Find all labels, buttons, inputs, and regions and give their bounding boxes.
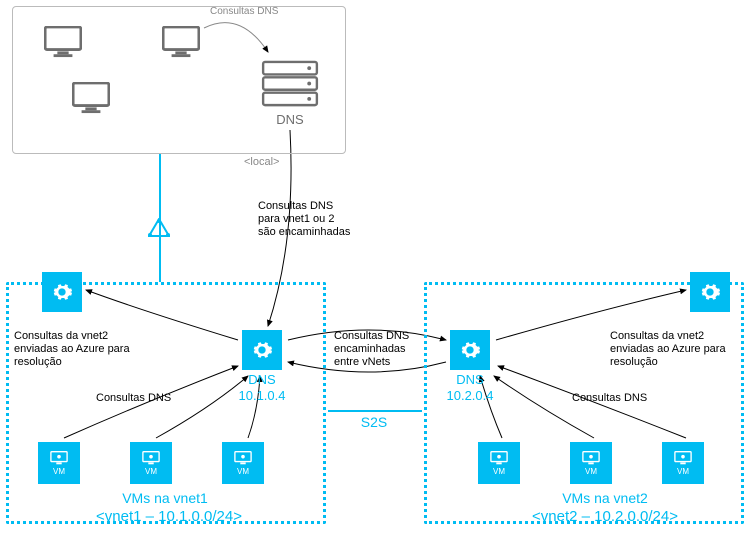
resolve-l3: resolução xyxy=(610,356,730,369)
dns2-label: DNS xyxy=(448,372,492,388)
resolve-l1: Consultas da vnet2 xyxy=(610,330,730,343)
resolve-l2: enviadas ao Azure para xyxy=(610,343,730,356)
vnet1-query-text: Consultas DNS xyxy=(96,392,171,405)
vnet1-vms-label: VMs na vnet1 xyxy=(100,490,230,506)
vm-label: VM xyxy=(677,467,689,476)
vm-label: VM xyxy=(237,467,249,476)
between-l2: encaminhadas xyxy=(334,343,424,356)
monitor-icon xyxy=(44,26,82,58)
forward-line1: Consultas DNS xyxy=(258,200,368,213)
dns2-ip: 10.2.0.4 xyxy=(440,388,500,404)
dns1-ip: 10.1.0.4 xyxy=(232,388,292,404)
between-text: Consultas DNS encaminhadas entre vNets xyxy=(334,330,424,370)
forward-text: Consultas DNS para vnet1 ou 2 são encami… xyxy=(258,200,368,240)
monitor-icon xyxy=(162,26,200,58)
vm-label: VM xyxy=(53,467,65,476)
resolve-l3: resolução xyxy=(14,356,134,369)
forward-line2: para vnet1 ou 2 xyxy=(258,213,368,226)
gear-icon xyxy=(42,272,82,312)
s2s-label: S2S xyxy=(354,414,394,431)
vm-icon: VM xyxy=(222,442,264,484)
vpn-triangle-icon xyxy=(148,218,170,243)
vm-label: VM xyxy=(145,467,157,476)
local-label: <local> xyxy=(244,156,279,169)
resolve-l2: enviadas ao Azure para xyxy=(14,343,134,356)
resolve-l1: Consultas da vnet2 xyxy=(14,330,134,343)
vnet1-resolve-text: Consultas da vnet2 enviadas ao Azure par… xyxy=(14,330,134,370)
vnet2-query-text: Consultas DNS xyxy=(572,392,647,405)
vm-icon: VM xyxy=(478,442,520,484)
vnet2-resolve-text: Consultas da vnet2 enviadas ao Azure par… xyxy=(610,330,730,370)
vm-icon: VM xyxy=(130,442,172,484)
dns1-gear-icon xyxy=(242,330,282,370)
between-l1: Consultas DNS xyxy=(334,330,424,343)
vm-label: VM xyxy=(493,467,505,476)
vnet2-cidr: <vnet2 – 10.2.0.0/24> xyxy=(510,508,700,525)
server-icon xyxy=(260,60,320,108)
vm-icon: VM xyxy=(662,442,704,484)
forward-line3: são encaminhadas xyxy=(258,226,368,239)
vnet2-vms-label: VMs na vnet2 xyxy=(540,490,670,506)
dns1-label: DNS xyxy=(240,372,284,388)
s2s-line xyxy=(328,410,422,412)
monitor-icon xyxy=(72,82,110,114)
gear-icon xyxy=(690,272,730,312)
vm-icon: VM xyxy=(570,442,612,484)
vnet1-cidr: <vnet1 – 10.1.0.0/24> xyxy=(74,508,264,525)
vm-icon: VM xyxy=(38,442,80,484)
between-l3: entre vNets xyxy=(334,356,424,369)
dns-query-top-label: Consultas DNS xyxy=(210,6,278,18)
dns2-gear-icon xyxy=(450,330,490,370)
vm-label: VM xyxy=(585,467,597,476)
onprem-dns-label: DNS xyxy=(274,112,306,128)
